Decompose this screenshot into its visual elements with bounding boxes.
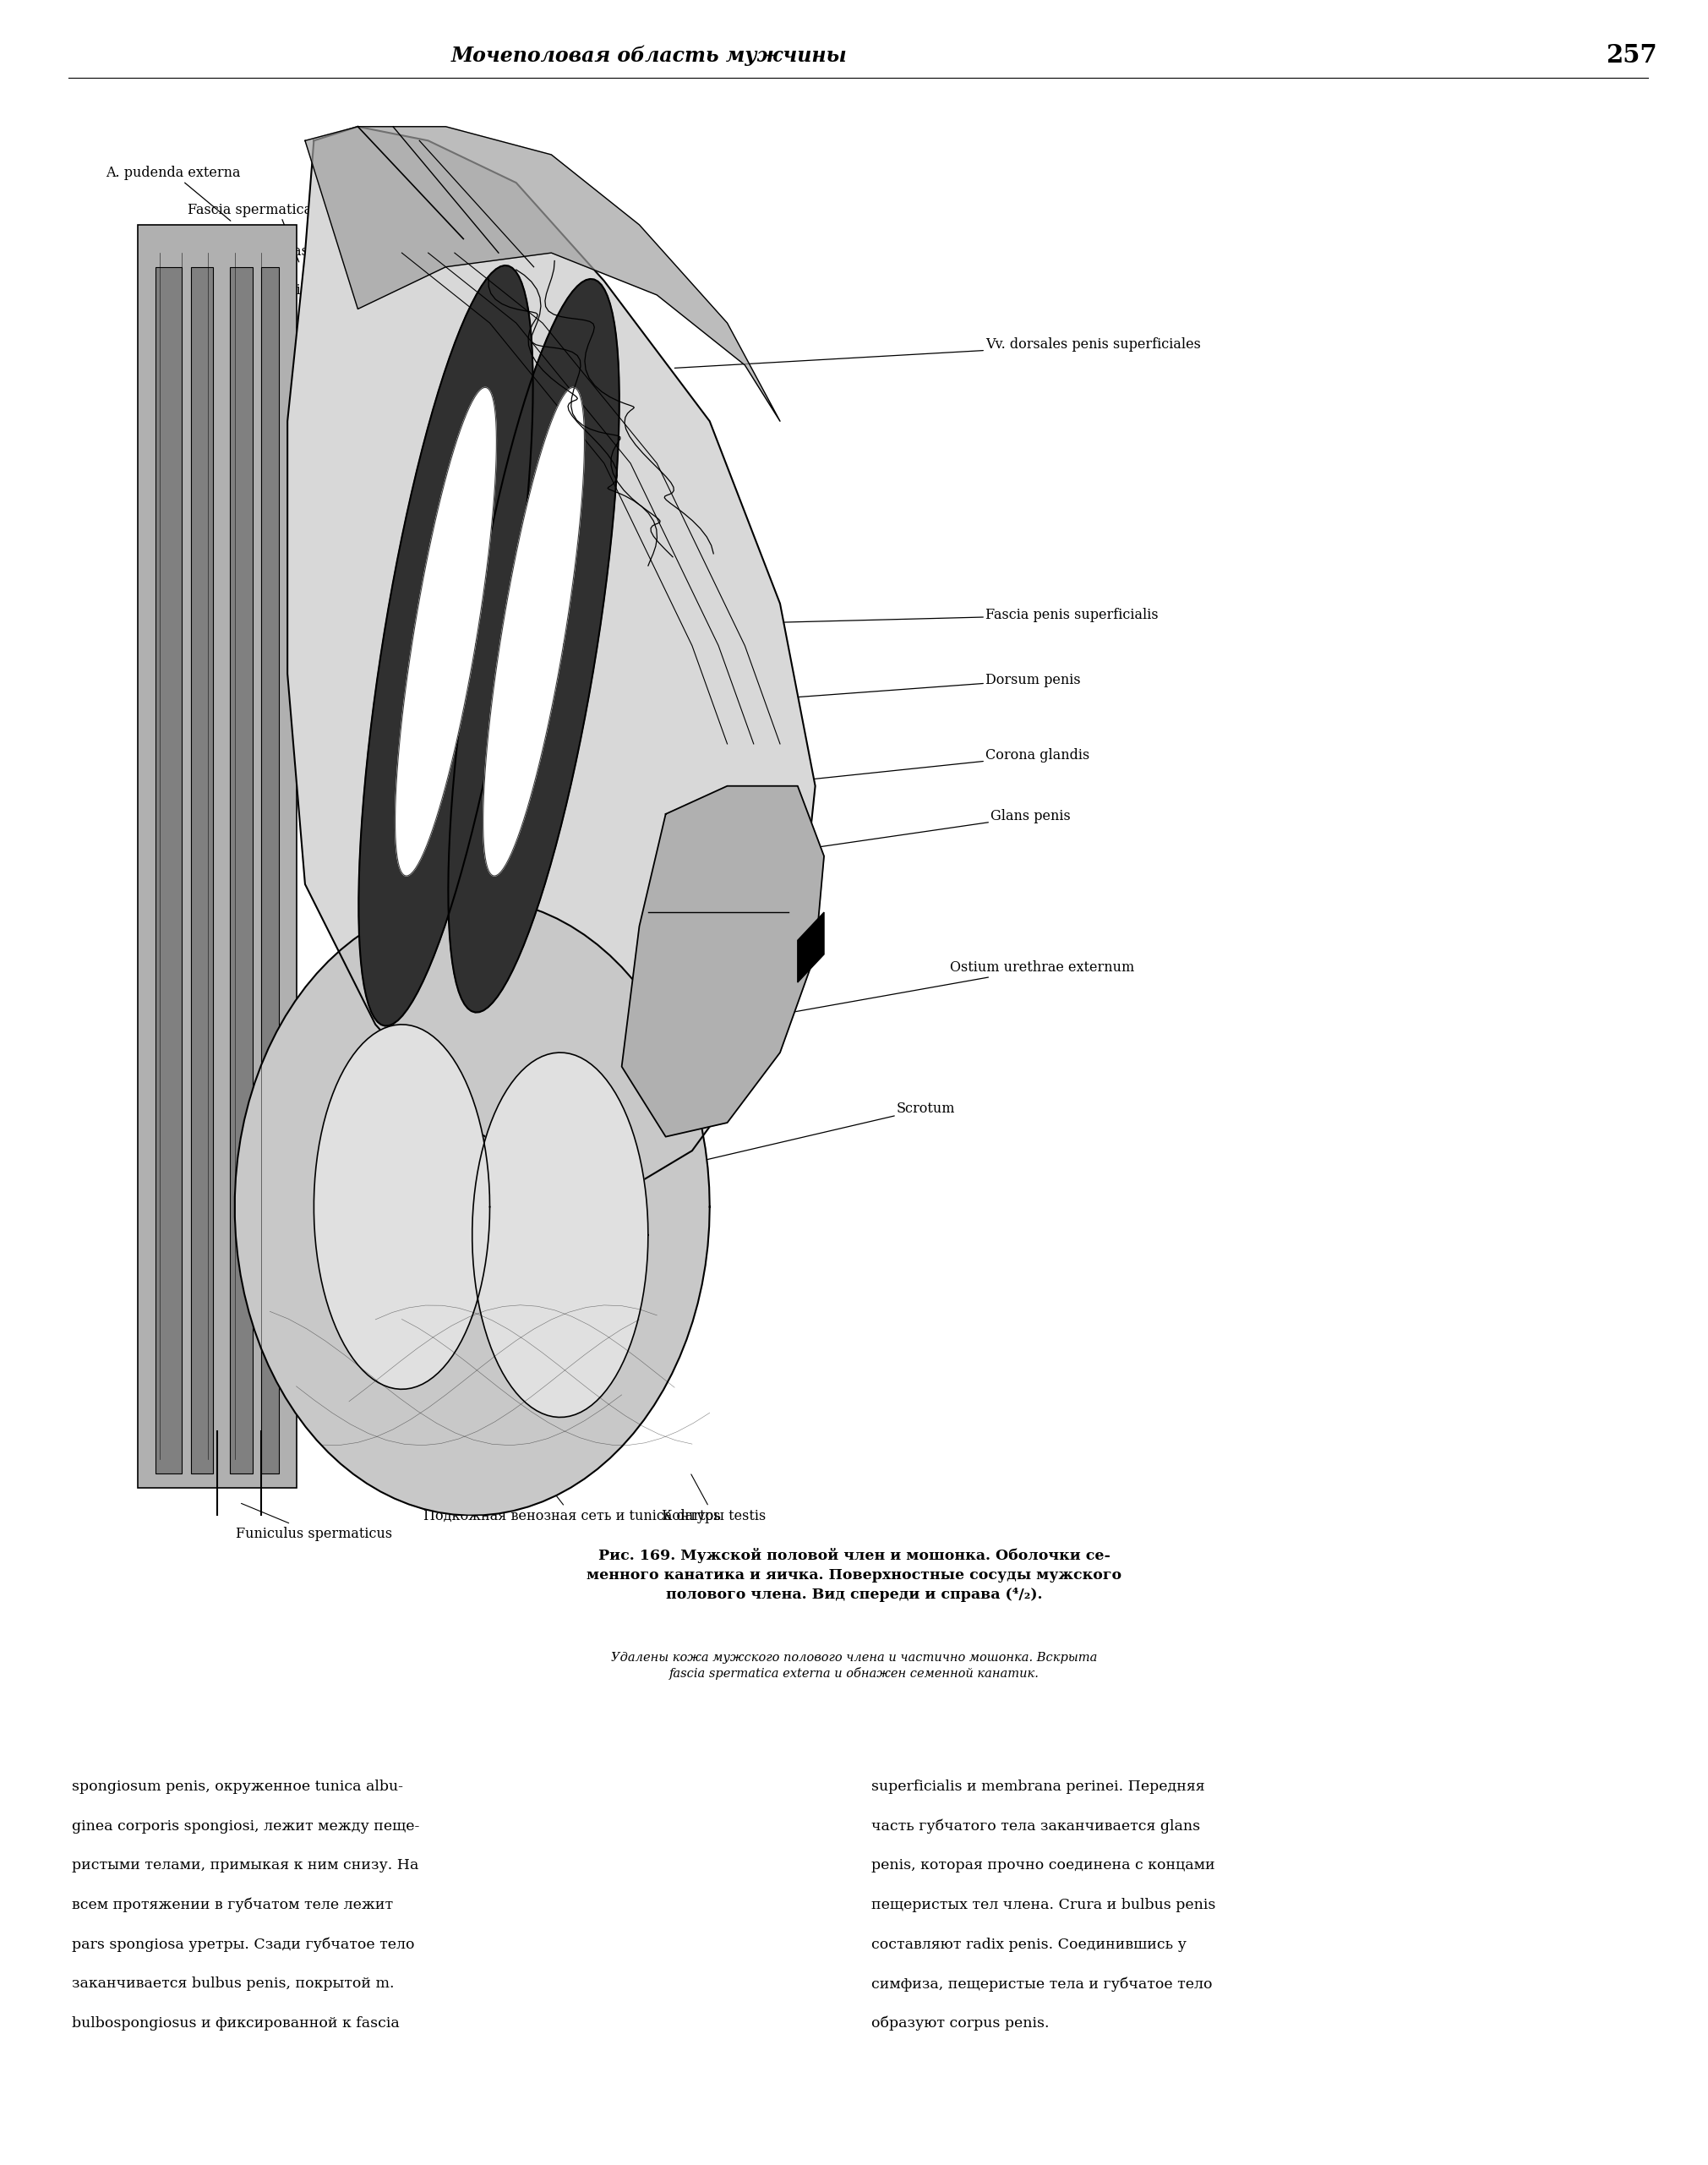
Polygon shape <box>483 388 584 877</box>
Polygon shape <box>234 898 709 1516</box>
Text: ристыми телами, примыкая к ним снизу. На: ристыми телами, примыкая к ним снизу. На <box>72 1858 418 1873</box>
Text: Dorsum penis: Dorsum penis <box>738 673 1081 701</box>
Polygon shape <box>314 1024 490 1390</box>
Text: Подкожная венозная сеть и tunica dartos: Подкожная венозная сеть и tunica dartos <box>424 1474 721 1524</box>
Text: Lig. suspensorium penis: Lig. suspensorium penis <box>287 284 454 318</box>
Text: часть губчатого тела заканчивается glans: часть губчатого тела заканчивается glans <box>871 1819 1201 1834</box>
Text: penis, которая прочно соединена с концами: penis, которая прочно соединена с концам… <box>871 1858 1214 1873</box>
Text: Corona glandis: Corona glandis <box>769 749 1090 784</box>
Polygon shape <box>447 279 620 1013</box>
Text: A. pudenda externa: A. pudenda externa <box>106 167 241 221</box>
Polygon shape <box>471 1052 647 1418</box>
Text: Vv. dorsales penis superficiales: Vv. dorsales penis superficiales <box>675 338 1201 368</box>
Polygon shape <box>395 388 497 877</box>
Text: составляют radix penis. Соединившись у: составляют radix penis. Соединившись у <box>871 1938 1187 1951</box>
Text: всем протяжении в губчатом теле лежит: всем протяжении в губчатом теле лежит <box>72 1899 393 1912</box>
Text: симфиза, пещеристые тела и губчатое тело: симфиза, пещеристые тела и губчатое тело <box>871 1977 1213 1992</box>
FancyBboxPatch shape <box>261 266 278 1474</box>
Polygon shape <box>622 786 823 1137</box>
Polygon shape <box>287 126 815 1193</box>
FancyBboxPatch shape <box>191 266 214 1474</box>
Text: Glans penis: Glans penis <box>777 810 1071 853</box>
Text: ginea corporis spongiosi, лежит между пеще-: ginea corporis spongiosi, лежит между пе… <box>72 1819 420 1834</box>
Text: образуют corpus penis.: образуют corpus penis. <box>871 2016 1049 2031</box>
Text: Fascia spermatica externa: Fascia spermatica externa <box>188 204 369 262</box>
Text: spongiosum penis, окруженное tunica albu-: spongiosum penis, окруженное tunica albu… <box>72 1780 403 1795</box>
Text: superficialis и membrana perinei. Передняя: superficialis и membrana perinei. Передн… <box>871 1780 1204 1795</box>
Text: Ostium urethrae externum: Ostium urethrae externum <box>738 961 1134 1022</box>
Text: Контуры testis: Контуры testis <box>663 1474 765 1524</box>
Text: bulbospongiosus и фиксированной к fascia: bulbospongiosus и фиксированной к fascia <box>72 2016 400 2031</box>
Text: 257: 257 <box>1606 43 1657 67</box>
Text: Scrotum: Scrotum <box>666 1102 955 1169</box>
FancyBboxPatch shape <box>138 225 295 1487</box>
FancyBboxPatch shape <box>155 266 181 1474</box>
Text: Fascia penis superficialis: Fascia penis superficialis <box>734 608 1158 624</box>
Text: заканчивается bulbus penis, покрытой m.: заканчивается bulbus penis, покрытой m. <box>72 1977 395 1992</box>
Polygon shape <box>359 266 533 1026</box>
Text: Funiculus spermaticus: Funiculus spermaticus <box>236 1503 393 1541</box>
FancyBboxPatch shape <box>231 266 253 1474</box>
Polygon shape <box>306 126 781 422</box>
Text: Рис. 169. Мужской половой член и мошонка. Оболочки се-
менного канатика и яичка.: Рис. 169. Мужской половой член и мошонка… <box>586 1548 1122 1602</box>
Text: pars spongiosa уретры. Сзади губчатое тело: pars spongiosa уретры. Сзади губчатое те… <box>72 1938 415 1953</box>
Polygon shape <box>798 911 823 983</box>
Text: M. cremaster и fascia cremasterica: M. cremaster и fascia cremasterica <box>236 245 480 292</box>
Text: пещеристых тел члена. Crura и bulbus penis: пещеристых тел члена. Crura и bulbus pen… <box>871 1899 1216 1912</box>
Text: Мочеполовая область мужчины: Мочеполовая область мужчины <box>451 45 847 65</box>
Text: Удалены кожа мужского полового члена и частично мошонка. Вскрыта
fascia spermati: Удалены кожа мужского полового члена и ч… <box>611 1652 1097 1680</box>
